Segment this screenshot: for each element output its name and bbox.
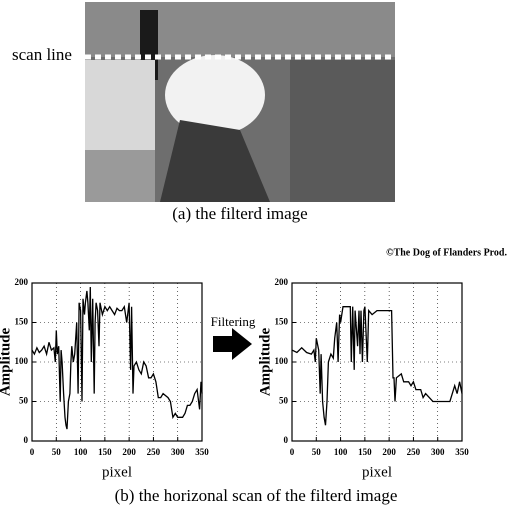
x-tick-label: 100 <box>334 447 348 457</box>
y-axis-label: Amplitude <box>257 327 273 396</box>
x-tick-label: 0 <box>290 447 295 457</box>
y-tick-label: 0 <box>24 435 29 445</box>
scan-label: scan line <box>12 45 72 64</box>
x-tick-label: 200 <box>122 447 136 457</box>
y-tick-label: 100 <box>15 356 29 366</box>
caption: (b) the horizonal scan of the filterd im… <box>115 486 398 505</box>
x-tick-label: 100 <box>74 447 88 457</box>
x-tick-label: 0 <box>30 447 35 457</box>
data-line <box>32 287 202 429</box>
copyright: ©The Dog of Flanders Prod. <box>386 247 507 258</box>
figure: scan line (a) the filterd image ©The Dog… <box>0 0 512 514</box>
x-tick-label: 50 <box>52 447 62 457</box>
y-tick-label: 150 <box>15 317 29 327</box>
x-tick-label: 250 <box>407 447 421 457</box>
photo <box>85 2 395 202</box>
x-tick-label: 350 <box>455 447 469 457</box>
arrow <box>213 328 252 360</box>
x-tick-label: 250 <box>147 447 161 457</box>
x-tick-label: 200 <box>382 447 396 457</box>
x-tick-label: 150 <box>358 447 372 457</box>
x-tick-label: 300 <box>431 447 445 457</box>
x-axis-label: pixel <box>102 464 132 480</box>
y-tick-label: 200 <box>275 277 289 287</box>
data-line <box>292 307 462 426</box>
y-tick-label: 50 <box>279 396 289 406</box>
x-axis-label: pixel <box>362 464 392 480</box>
y-axis-label: Amplitude <box>0 327 13 396</box>
y-tick-label: 100 <box>275 356 289 366</box>
x-tick-label: 350 <box>195 447 209 457</box>
caption: (a) the filterd image <box>172 204 307 223</box>
y-tick-label: 50 <box>19 396 29 406</box>
y-tick-label: 0 <box>284 435 289 445</box>
x-tick-label: 50 <box>312 447 322 457</box>
y-tick-label: 200 <box>15 277 29 287</box>
y-tick-label: 150 <box>275 317 289 327</box>
x-tick-label: 300 <box>171 447 185 457</box>
arrow-label: Filtering <box>211 314 256 329</box>
x-tick-label: 150 <box>98 447 112 457</box>
